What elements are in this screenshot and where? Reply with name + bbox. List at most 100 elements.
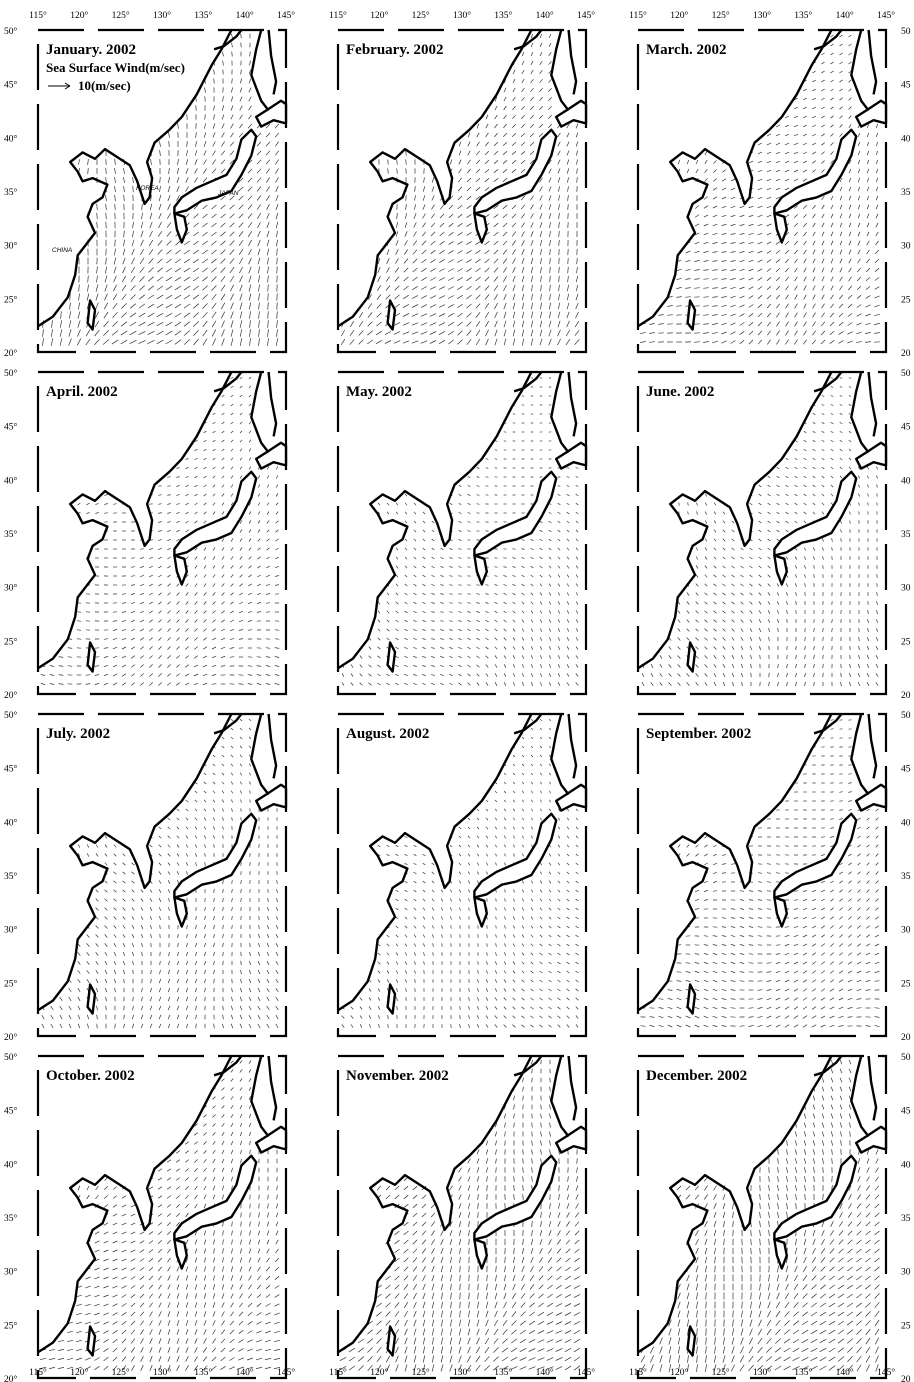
wind-vector <box>476 637 480 641</box>
wind-vector <box>575 574 579 578</box>
wind-vector <box>104 889 108 893</box>
wind-vector <box>275 493 279 497</box>
wind-vector <box>413 610 417 614</box>
wind-vector <box>695 168 699 174</box>
wind-vector <box>830 395 834 397</box>
wind-vector <box>402 322 410 326</box>
wind-vector <box>513 907 515 911</box>
wind-vector <box>368 997 372 1001</box>
coast-fragment <box>550 29 570 112</box>
wind-vector <box>247 204 253 210</box>
wind-vector <box>521 302 525 310</box>
wind-vector <box>195 915 197 921</box>
wind-vector <box>267 275 269 283</box>
wind-vector <box>203 574 207 578</box>
wind-vector <box>247 177 253 183</box>
wind-vector <box>159 185 161 193</box>
wind-vector <box>156 330 164 336</box>
wind-vector <box>703 269 709 271</box>
wind-vector <box>59 1005 63 1011</box>
wind-vector <box>395 610 399 614</box>
wind-vector <box>258 311 260 319</box>
wind-vector <box>149 655 153 659</box>
wind-vector <box>211 320 217 328</box>
wind-vector <box>794 467 798 469</box>
wind-vector <box>875 826 879 830</box>
wind-vector <box>458 177 462 183</box>
wind-vector <box>413 934 417 938</box>
wind-vector <box>440 898 444 902</box>
wind-vector <box>239 538 243 542</box>
wind-vector <box>413 943 417 947</box>
wind-vector <box>420 331 428 335</box>
wind-vector <box>477 997 479 1001</box>
wind-vector <box>247 231 253 237</box>
wind-vector <box>457 213 463 219</box>
wind-vector <box>722 681 726 687</box>
wind-vector <box>749 619 753 623</box>
wind-vector <box>848 213 852 219</box>
wind-vector <box>468 871 470 875</box>
wind-vector <box>185 583 189 587</box>
wind-vector <box>520 159 526 165</box>
wind-vector <box>204 978 206 984</box>
wind-vector <box>377 952 381 956</box>
japan-coast <box>473 470 558 557</box>
wind-vector <box>531 817 533 821</box>
wind-vector <box>730 278 736 280</box>
wind-vector <box>485 467 489 469</box>
wind-vector <box>94 665 100 667</box>
wind-vector <box>222 898 224 902</box>
wind-vector <box>412 276 418 282</box>
wind-vector <box>649 323 655 325</box>
wind-vector <box>739 268 745 272</box>
wind-vector <box>449 611 453 613</box>
wind-vector <box>849 663 851 669</box>
wind-vector <box>230 745 234 749</box>
wind-vector <box>195 951 197 957</box>
wind-vector <box>548 311 552 319</box>
wind-vector <box>548 213 552 219</box>
wind-vector <box>803 231 807 237</box>
wind-vector <box>59 1023 63 1029</box>
wind-vector <box>557 907 561 911</box>
wind-vector <box>350 664 354 668</box>
wind-vector <box>467 835 471 839</box>
wind-vector <box>867 610 869 614</box>
wind-vector <box>275 466 279 470</box>
wind-vector <box>212 592 216 596</box>
wind-vector <box>757 917 763 919</box>
wind-vector <box>213 889 215 893</box>
wind-vector <box>193 240 199 246</box>
wind-vector <box>749 502 753 506</box>
wind-vector <box>157 249 163 255</box>
wind-vector <box>213 114 215 120</box>
wind-vector <box>386 610 390 614</box>
wind-vector <box>249 60 251 66</box>
wind-vector <box>195 969 197 975</box>
wind-vector <box>431 593 435 595</box>
wind-vector <box>766 214 772 218</box>
wind-vector <box>221 754 225 758</box>
wind-vector <box>185 592 189 596</box>
wind-vector <box>793 943 799 947</box>
wind-vector <box>194 637 198 641</box>
wind-vector <box>795 645 797 651</box>
wind-vector <box>704 853 708 857</box>
wind-vector <box>566 997 570 1001</box>
wind-vector <box>78 844 80 848</box>
wind-vector <box>386 267 390 273</box>
wind-vector <box>803 106 807 110</box>
wind-vector <box>159 150 161 156</box>
wind-vector <box>539 88 543 92</box>
wind-vector <box>157 240 163 246</box>
wind-vector <box>476 620 480 622</box>
wind-vector <box>440 647 444 649</box>
wind-vector <box>731 592 735 596</box>
wind-vector <box>539 736 543 740</box>
wind-vector <box>731 646 735 650</box>
wind-vector <box>341 682 345 686</box>
wind-vector <box>122 898 126 902</box>
wind-vector <box>540 781 542 785</box>
wind-vector <box>140 1014 144 1020</box>
